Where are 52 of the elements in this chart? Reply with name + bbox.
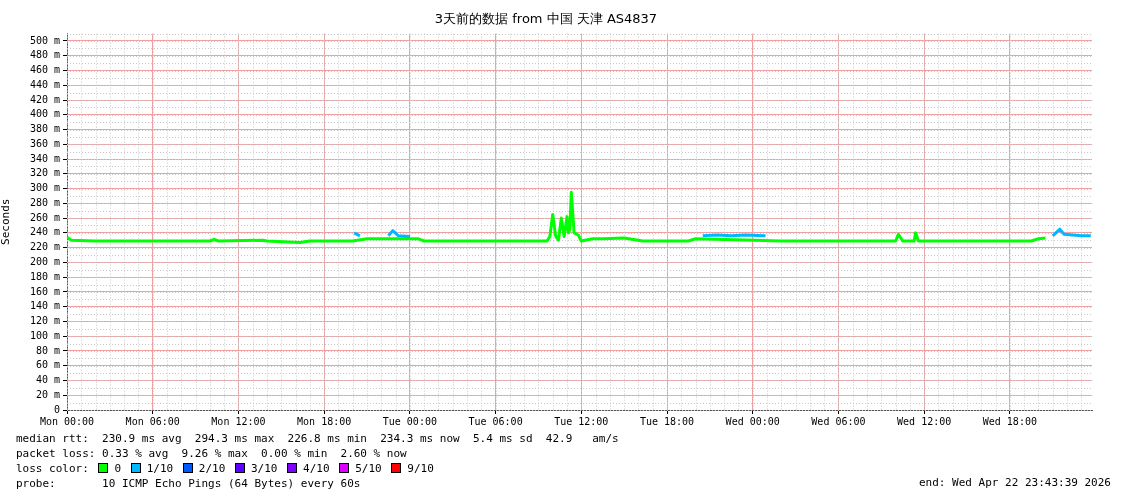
y-tick-label: 340 m: [29, 152, 60, 164]
y-tick-label: 80 m: [35, 344, 60, 356]
x-tick-label: Mon 18:00: [297, 415, 352, 427]
text: end: Wed Apr 22 23:43:39 2026: [918, 476, 1111, 489]
y-tick-label: 320 m: [29, 167, 60, 179]
x-tick-label: Tue 18:00: [639, 415, 695, 427]
y-tick-label: 400 m: [29, 108, 60, 120]
y-tick-label: 300 m: [29, 182, 60, 194]
y-tick-label: 120 m: [29, 315, 60, 327]
y-tick-label: 160 m: [29, 285, 60, 297]
y-tick-label: 440 m: [29, 78, 60, 90]
y-tick-label: 420 m: [29, 93, 60, 105]
legend-title: loss color:: [16, 462, 89, 475]
y-tick-label: 240 m: [29, 226, 60, 238]
y-tick-label: 40 m: [35, 374, 60, 386]
y-tick-label: 220 m: [29, 241, 60, 253]
y-tick-label: 60 m: [35, 359, 60, 371]
legend-label: 4/10: [303, 462, 331, 475]
y-tick-label: 100 m: [29, 329, 60, 341]
y-tick-label: 140 m: [29, 300, 60, 312]
x-tick-label: Tue 12:00: [554, 415, 609, 427]
x-tick-label: Mon 12:00: [211, 415, 266, 427]
y-tick-label: 260 m: [29, 211, 60, 223]
y-tick-label: 0: [53, 403, 60, 415]
y-tick-label: 200 m: [29, 255, 60, 267]
x-tick-label: Wed 12:00: [897, 415, 952, 427]
text: probe: 10 ICMP Echo Pings (64 Bytes) every 60s: [16, 477, 361, 490]
x-tick-label: Mon 06:00: [125, 415, 180, 427]
legend-label: 1/10: [146, 462, 175, 475]
x-tick-label: Tue 00:00: [382, 415, 437, 427]
y-tick-label: 280 m: [29, 196, 60, 208]
y-tick-label: 460 m: [29, 64, 60, 76]
legend-label: 2/10: [198, 462, 227, 475]
legend-label: 9/10: [407, 462, 435, 475]
x-tick-label: Wed 06:00: [811, 415, 866, 427]
legend-label: 3/10: [250, 462, 279, 475]
y-axis-title: Seconds: [0, 198, 13, 245]
y-tick-label: 380 m: [29, 123, 60, 135]
y-tick-label: 480 m: [29, 49, 60, 61]
y-tick-label: 360 m: [29, 137, 60, 149]
x-tick-label: Mon 00:00: [39, 415, 95, 427]
text: median rtt: 230.9 ms avg 294.3 ms max 226.8 ms min 234.3 ms now 5.4 ms sd 42.9 am/s: [16, 431, 620, 446]
chart-title: 3天前的数据 from 中国 天津 AS4837: [434, 11, 658, 27]
x-tick-label: Wed 00:00: [725, 415, 780, 427]
y-tick-label: 20 m: [35, 388, 60, 400]
x-tick-label: Wed 18:00: [982, 415, 1037, 427]
legend-label: 5/10: [355, 462, 383, 475]
x-tick-label: Tue 06:00: [468, 415, 523, 427]
y-tick-label: 500 m: [29, 34, 60, 46]
legend-label: 0: [114, 462, 123, 475]
text: packet loss: 0.33 % avg 9.26 % max 0.00 % min 2.60 % now: [16, 446, 408, 461]
y-tick-label: 180 m: [29, 270, 60, 282]
